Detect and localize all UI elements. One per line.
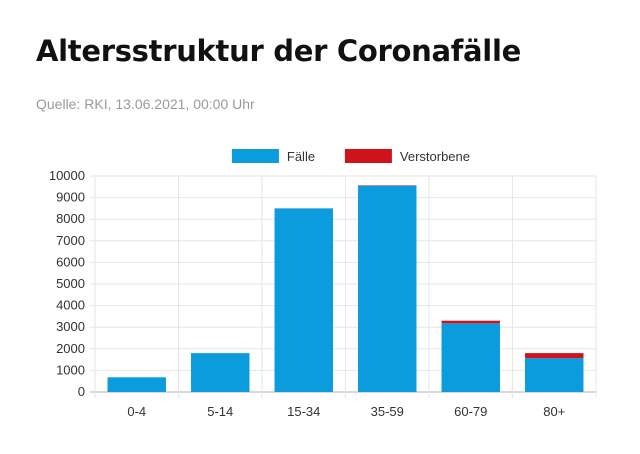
- x-tick-label: 5-14: [207, 404, 233, 419]
- y-tick-label: 9000: [56, 190, 85, 205]
- x-tick-label: 80+: [543, 404, 565, 419]
- page-title: Altersstruktur der Coronafälle: [36, 34, 521, 68]
- chart-bars: [107, 185, 584, 392]
- bar-verstorbene: [525, 353, 584, 359]
- legend-label: Verstorbene: [400, 149, 470, 164]
- legend-swatch: [231, 149, 279, 163]
- y-tick-label: 8000: [56, 211, 85, 226]
- x-tick-label: 15-34: [287, 404, 320, 419]
- x-tick-label: 35-59: [371, 404, 404, 419]
- y-tick-label: 2000: [56, 341, 85, 356]
- y-tick-label: 5000: [56, 276, 85, 291]
- y-tick-label: 1000: [56, 362, 85, 377]
- x-tick-label: 0-4: [127, 404, 146, 419]
- bar-faelle: [525, 358, 584, 392]
- chart-grid: [90, 175, 597, 398]
- bar-faelle: [107, 377, 166, 392]
- bar-faelle: [441, 323, 500, 392]
- legend-label: Fälle: [287, 149, 315, 164]
- y-tick-label: 3000: [56, 319, 85, 334]
- y-tick-label: 6000: [56, 254, 85, 269]
- chart-legend: Fälle Verstorbene: [231, 149, 470, 164]
- y-tick-label: 0: [78, 384, 85, 399]
- y-tick-label: 4000: [56, 298, 85, 313]
- chart-axes: 0 1000 2000 3000 4000 5000 6000 7000 8000 9000 100…: [49, 168, 565, 419]
- bar-faelle: [191, 353, 250, 392]
- legend-swatch: [344, 149, 392, 163]
- y-tick-label: 10000: [49, 168, 85, 183]
- bar-verstorbene: [441, 320, 500, 324]
- bar-faelle: [274, 208, 333, 392]
- y-tick-label: 7000: [56, 233, 85, 248]
- x-tick-label: 60-79: [454, 404, 487, 419]
- source-note: Quelle: RKI, 13.06.2021, 00:00 Uhr: [36, 96, 255, 112]
- bar-faelle: [358, 185, 417, 392]
